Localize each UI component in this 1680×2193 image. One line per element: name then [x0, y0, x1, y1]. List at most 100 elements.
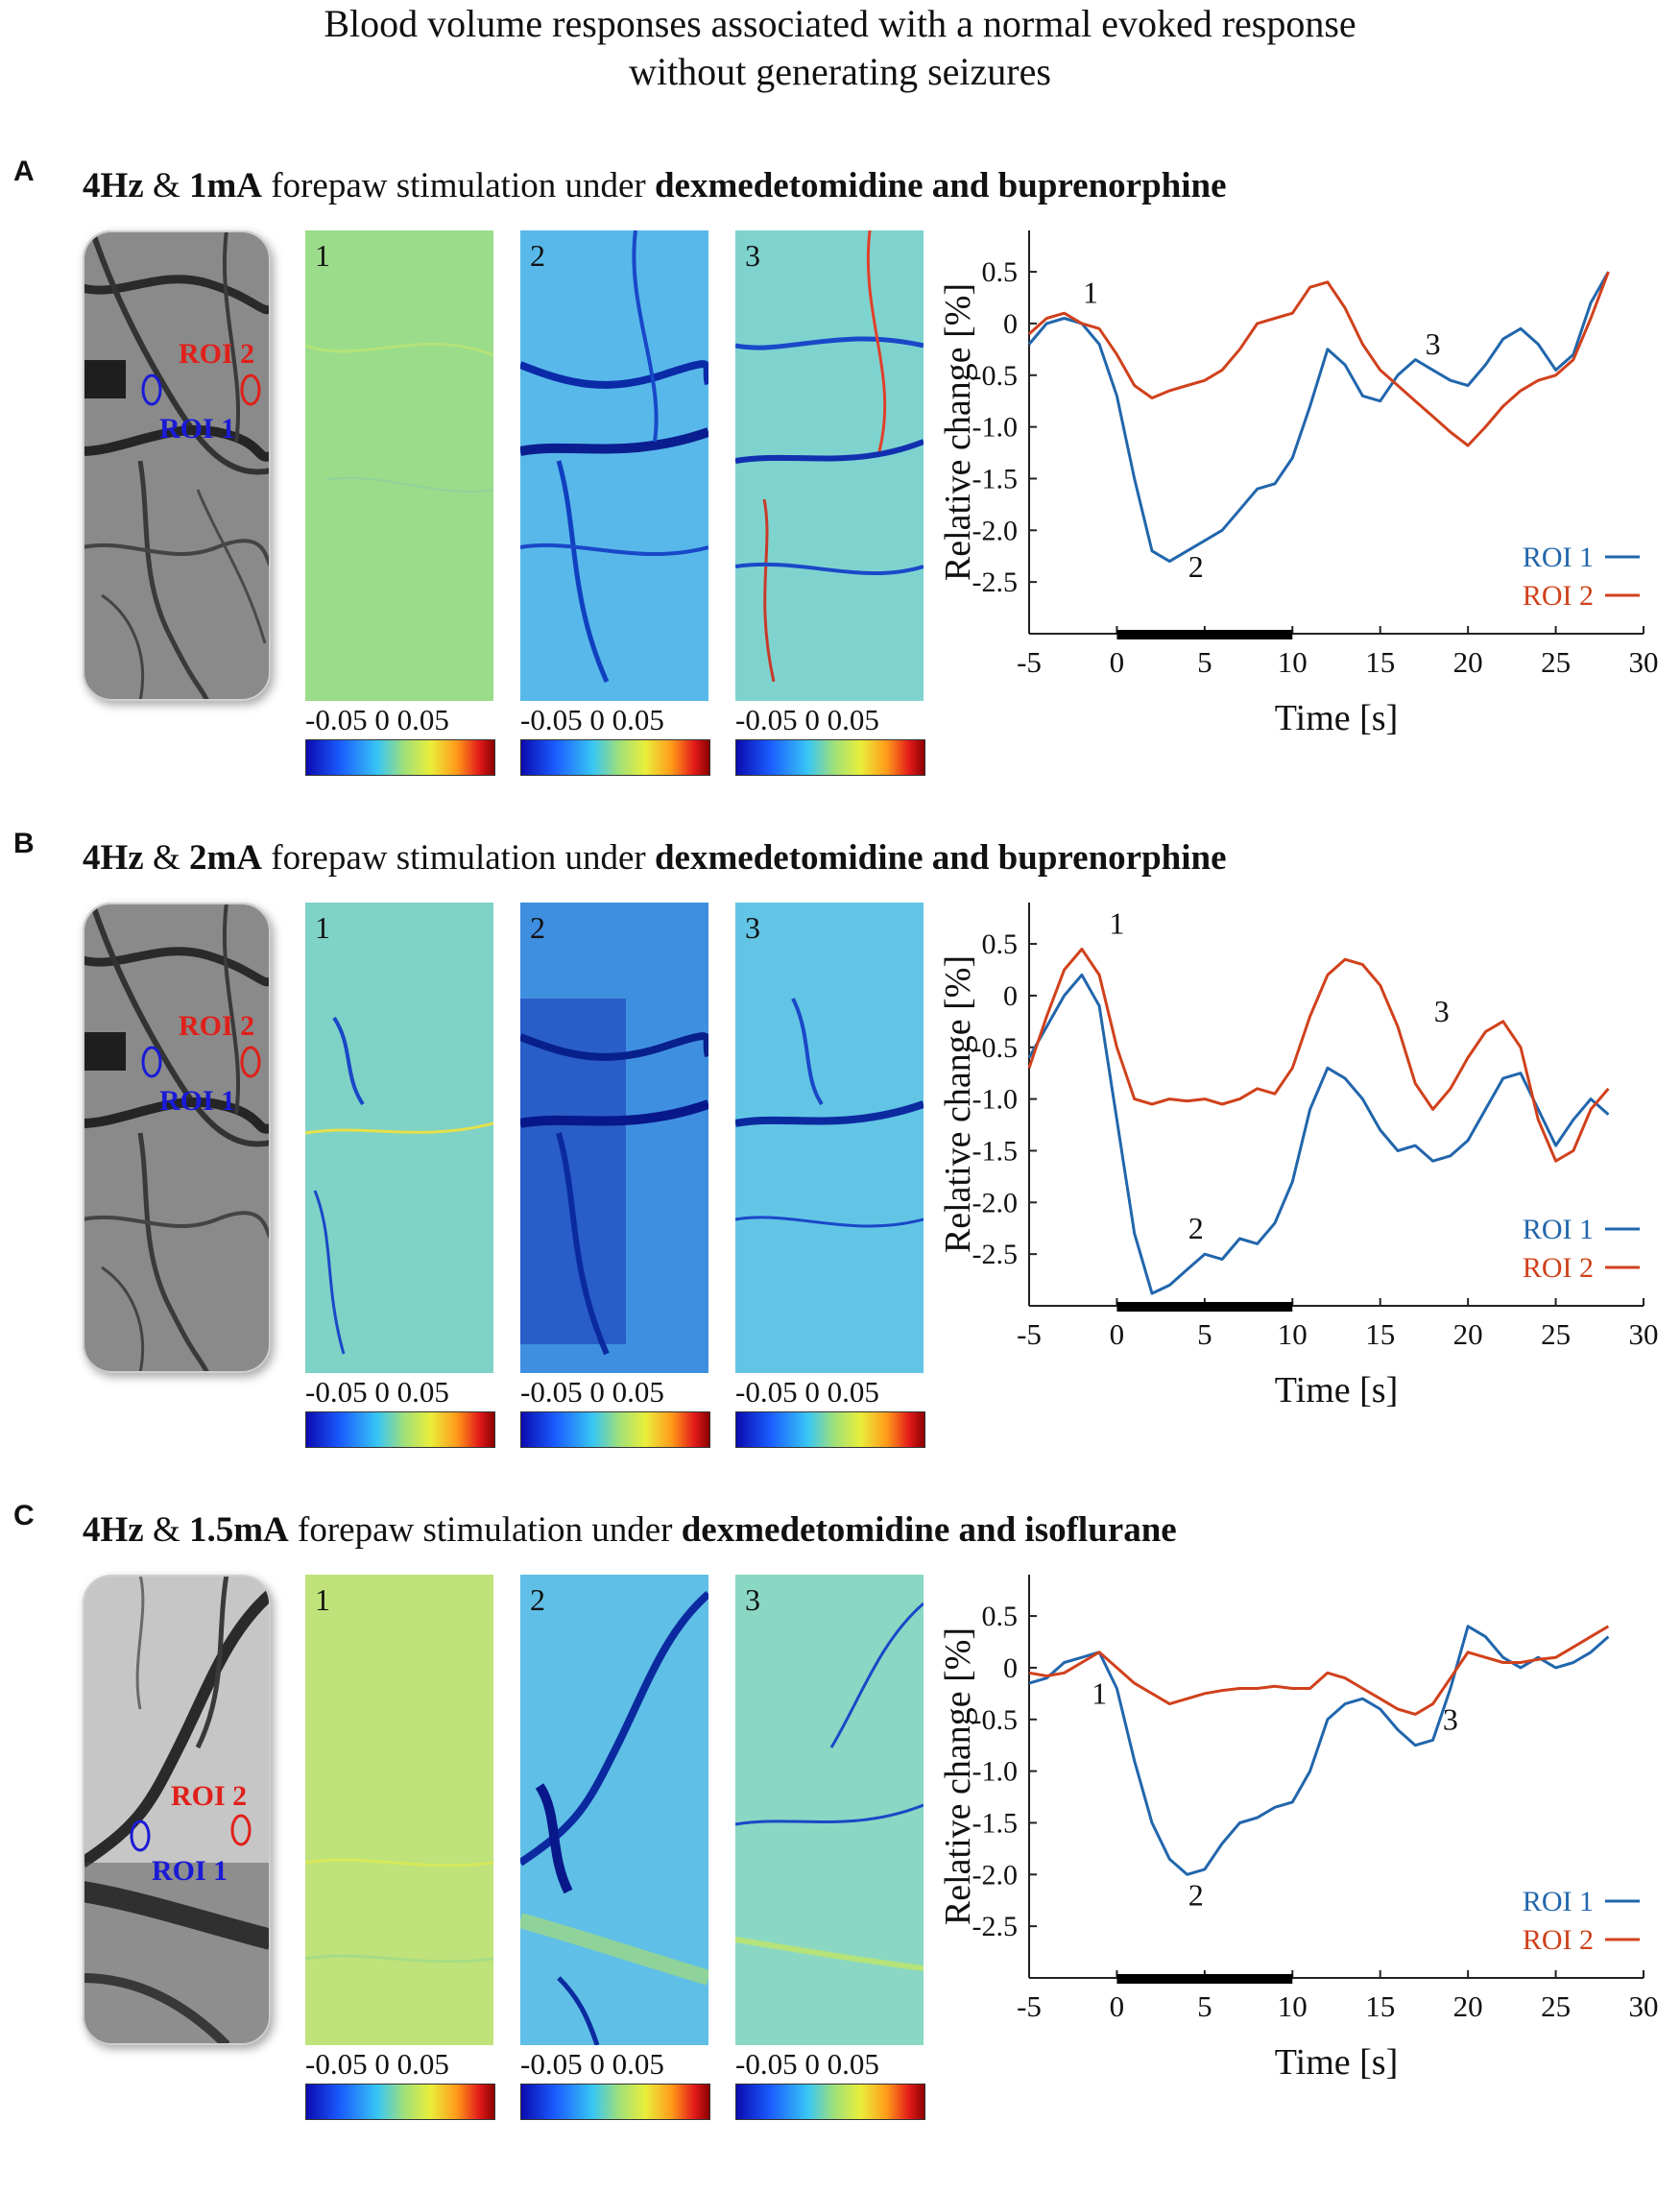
colorbar-3	[735, 739, 925, 776]
annotation-label: 1	[1083, 275, 1098, 309]
annotation-label: 1	[1092, 1676, 1107, 1711]
y-tick-label: 0	[1003, 980, 1018, 1012]
legend-label: ROI 2	[1523, 1924, 1594, 1956]
heading-current: 1.5mA	[188, 1510, 289, 1550]
roi-2-label: ROI 2	[179, 338, 255, 370]
colorbar-ticks-2: -0.05 0 0.05	[520, 2047, 664, 2081]
colorbar-2	[520, 2084, 710, 2120]
figure-title-line-1: Blood volume responses associated with a…	[324, 2, 1356, 45]
colorbar-1	[305, 2084, 495, 2120]
colorbar-ticks-1: -0.05 0 0.05	[305, 1375, 449, 1409]
panel-heading: 4Hz & 1.5mA forepaw stimulation under de…	[83, 1509, 1177, 1551]
x-tick-label: -5	[1017, 1989, 1042, 2023]
panel-letter: C	[13, 1500, 35, 1531]
legend-label: ROI 1	[1523, 542, 1594, 573]
heading-anesthesia: dexmedetomidine and buprenorphine	[654, 166, 1227, 205]
colorbar-ticks-2: -0.05 0 0.05	[520, 1375, 664, 1409]
map-frame-1: 1	[305, 230, 493, 701]
x-tick-label: 25	[1541, 1317, 1571, 1351]
vessel-image	[83, 1575, 271, 2045]
frame-number: 3	[745, 1582, 760, 1617]
line-chart: 0.5 0 -0.5 -1.0 -1.5 -2.0 -2.5 -5 0 5 10 15 20 25 30 Ti…	[938, 1575, 1659, 2083]
map-frame-1: 1	[305, 903, 493, 1373]
annotation-label: 3	[1426, 326, 1441, 361]
y-tick-label: 0.5	[982, 1601, 1019, 1632]
y-axis-label: Relative change [%]	[938, 283, 978, 581]
panel-a: A 4Hz & 1mA forepaw stimulation under de…	[0, 156, 1680, 828]
frame-number: 2	[530, 238, 545, 273]
colorbar-ticks-1: -0.05 0 0.05	[305, 703, 449, 736]
x-tick-label: 0	[1110, 1989, 1125, 2023]
map-frame-3: 3	[735, 1575, 924, 2045]
y-tick-label: -2.5	[972, 1911, 1019, 1942]
x-tick-label: 15	[1365, 645, 1395, 679]
y-tick-label: -1.0	[972, 1084, 1019, 1116]
heading-ampersand: &	[152, 838, 180, 878]
panel-heading: 4Hz & 2mA forepaw stimulation under dexm…	[83, 837, 1227, 879]
colorbar-3	[735, 2084, 925, 2120]
roi-2-marker	[240, 374, 261, 406]
line-chart: 0.5 0 -0.5 -1.0 -1.5 -2.0 -2.5 -5 0 5 10 15 20 25 30 Ti…	[938, 903, 1659, 1410]
x-axis-label: Time [s]	[1275, 1370, 1398, 1410]
frame-number: 1	[315, 1582, 330, 1617]
line-chart: 0.5 0 -0.5 -1.0 -1.5 -2.0 -2.5 -5 0 5 10 15 20 25 30 Ti…	[938, 230, 1659, 738]
y-tick-label: -2.5	[972, 566, 1019, 598]
y-tick-label: -2.5	[972, 1239, 1019, 1270]
chart-c: 0.5 0 -0.5 -1.0 -1.5 -2.0 -2.5 -5 0 5 10 15 20 25 30 Ti…	[938, 1575, 1680, 2170]
y-axis-label: Relative change [%]	[938, 1627, 978, 1925]
heading-frequency: 4Hz	[83, 166, 144, 205]
roi-1-marker	[141, 374, 162, 406]
panel-heading: 4Hz & 1mA forepaw stimulation under dexm…	[83, 165, 1227, 206]
x-tick-label: 10	[1278, 1317, 1308, 1351]
figure-title-line-2: without generating seizures	[629, 50, 1051, 93]
heading-frequency: 4Hz	[83, 1510, 144, 1550]
frame-number: 1	[315, 910, 330, 945]
annotation-label: 3	[1434, 994, 1450, 1028]
heading-middle: forepaw stimulation under	[271, 838, 646, 878]
map-frame-2: 2	[520, 230, 708, 701]
stimulus-bar	[1116, 1974, 1293, 1984]
map-frame-3: 3	[735, 903, 924, 1373]
cortex-photo: ROI 2 ROI 1	[83, 1575, 271, 2045]
annotation-label: 2	[1188, 549, 1204, 584]
y-tick-label: -0.5	[972, 360, 1019, 392]
x-tick-label: 20	[1453, 1989, 1483, 2023]
x-tick-label: 15	[1365, 1317, 1395, 1351]
frame-number: 3	[745, 910, 760, 945]
stimulus-bar	[1116, 630, 1293, 639]
x-tick-label: 30	[1629, 645, 1659, 679]
roi-1-label: ROI 1	[159, 1085, 236, 1117]
legend-label: ROI 2	[1523, 1252, 1594, 1284]
y-tick-label: -2.0	[972, 1859, 1019, 1891]
colorbar-ticks-2: -0.05 0 0.05	[520, 703, 664, 736]
panel-letter: B	[13, 828, 35, 859]
x-tick-label: 25	[1541, 645, 1571, 679]
colorbar-2	[520, 1411, 710, 1448]
heading-middle: forepaw stimulation under	[298, 1510, 673, 1550]
series-line-roi-1	[1027, 973, 1610, 1295]
cortex-photo: ROI 2 ROI 1	[83, 230, 271, 701]
x-tick-label: 30	[1629, 1317, 1659, 1351]
roi-2-label: ROI 2	[179, 1010, 255, 1042]
heading-middle: forepaw stimulation under	[271, 166, 646, 205]
colorbar-3	[735, 1411, 925, 1448]
y-tick-label: -0.5	[972, 1704, 1019, 1736]
chart-a: 0.5 0 -0.5 -1.0 -1.5 -2.0 -2.5 -5 0 5 10 15 20 25 30 Ti…	[938, 230, 1680, 826]
legend-label: ROI 1	[1523, 1214, 1594, 1245]
series-line-roi-2	[1028, 271, 1610, 447]
y-tick-label: -0.5	[972, 1032, 1019, 1064]
colorbar-ticks-1: -0.05 0 0.05	[305, 2047, 449, 2081]
panel-b: B 4Hz & 2mA forepaw stimulation under de…	[0, 828, 1680, 1500]
vessel-image	[83, 903, 271, 1373]
x-tick-label: 30	[1629, 1989, 1659, 2023]
y-tick-label: 0.5	[982, 256, 1019, 288]
series-line-roi-2	[1028, 1625, 1610, 1716]
map-frame-2: 2	[520, 1575, 708, 2045]
chart-b: 0.5 0 -0.5 -1.0 -1.5 -2.0 -2.5 -5 0 5 10 15 20 25 30 Ti…	[938, 903, 1680, 1498]
colorbar-2	[520, 739, 710, 776]
annotation-label: 2	[1188, 1211, 1204, 1245]
x-tick-label: 0	[1110, 645, 1125, 679]
frame-number: 3	[745, 238, 760, 273]
x-tick-label: 5	[1197, 645, 1212, 679]
x-tick-label: 25	[1541, 1989, 1571, 2023]
